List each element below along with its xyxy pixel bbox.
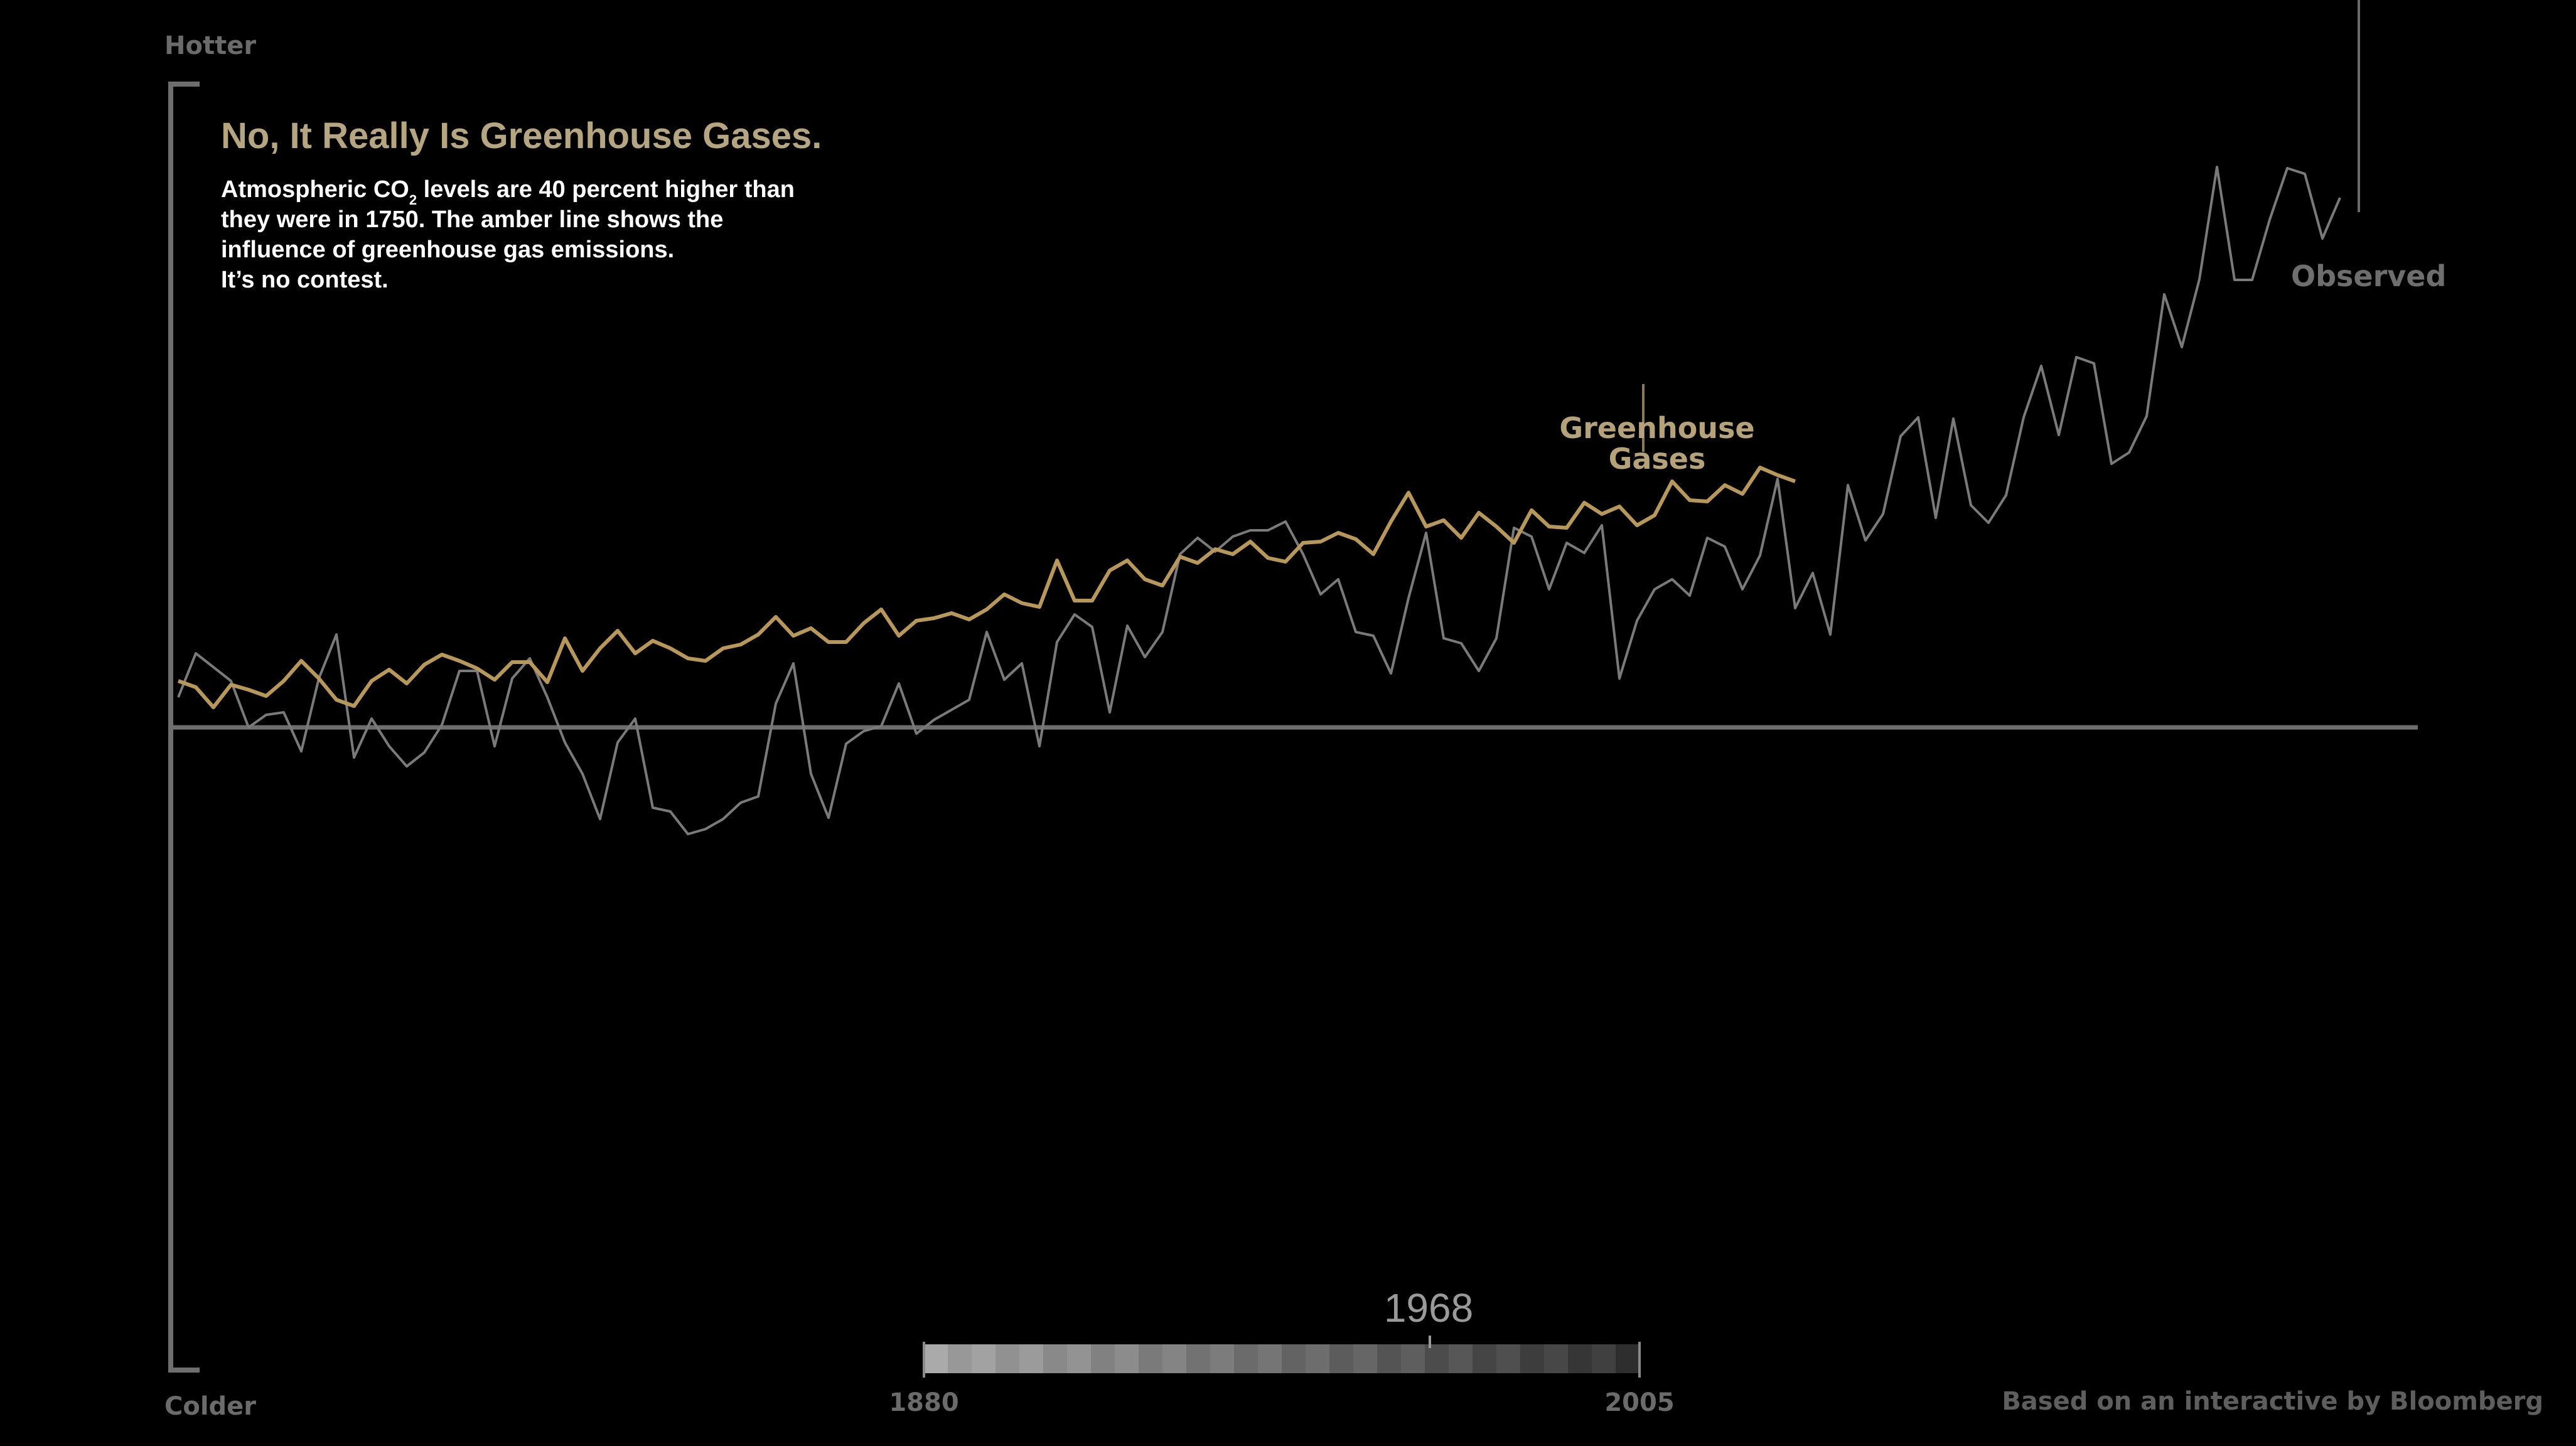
scrubber-cell[interactable] [1401, 1344, 1425, 1373]
description-line-4: It’s no contest. [221, 267, 389, 293]
axis-top-label: Hotter [164, 31, 256, 60]
scrubber-cell[interactable] [924, 1344, 948, 1373]
description-line-1-a: Atmospheric CO [221, 176, 409, 203]
scrubber-cell[interactable] [1568, 1344, 1592, 1373]
scrubber-cell[interactable] [972, 1344, 996, 1373]
scrubber-cell[interactable] [1306, 1344, 1330, 1373]
scrubber-cell[interactable] [1043, 1344, 1068, 1373]
scrubber-cell[interactable] [1162, 1344, 1187, 1373]
scrubber-cell[interactable] [1282, 1344, 1306, 1373]
scrubber-cell[interactable] [1234, 1344, 1258, 1373]
scrubber-cell[interactable] [1425, 1344, 1449, 1373]
credit-text: Based on an interactive by Bloomberg [2002, 1387, 2543, 1416]
scrubber-cell[interactable] [996, 1344, 1020, 1373]
scrubber-cell[interactable] [1592, 1344, 1616, 1373]
scrubber-cell[interactable] [1616, 1344, 1640, 1373]
scrubber-cell[interactable] [1139, 1344, 1163, 1373]
scrubber-cell[interactable] [1067, 1344, 1092, 1373]
scrubber-cell[interactable] [1520, 1344, 1545, 1373]
scrubber-start-label: 1880 [889, 1388, 958, 1417]
chart-title: No, It Really Is Greenhouse Gases. [221, 115, 822, 156]
co2-subscript: 2 [409, 192, 417, 208]
greenhouse-label-line-1: Greenhouse [1559, 411, 1754, 445]
time-scrubber[interactable]: 1968 1880 2005 [889, 1285, 1674, 1417]
scrubber-cell[interactable] [1115, 1344, 1139, 1373]
scrubber-cell[interactable] [1544, 1344, 1569, 1373]
scrubber-cell[interactable] [1091, 1344, 1115, 1373]
series-line-greenhouse-gases [177, 466, 1796, 709]
series-line-observed [177, 166, 2341, 835]
greenhouse-label-line-2: Gases [1609, 442, 1706, 476]
current-year-readout: 1968 [1384, 1285, 1473, 1331]
scrubber-cell[interactable] [1449, 1344, 1473, 1373]
scrubber-end-label: 2005 [1604, 1388, 1674, 1417]
scrubber-cell[interactable] [1210, 1344, 1235, 1373]
series-layer [177, 166, 2341, 835]
scrubber-cell[interactable] [1258, 1344, 1282, 1373]
description-line-2: they were in 1750. The amber line shows … [221, 206, 723, 233]
observed-label: Observed [2291, 259, 2446, 293]
scrubber-cell[interactable] [1186, 1344, 1211, 1373]
scrubber-track[interactable] [924, 1344, 1640, 1373]
description-line-3: influence of greenhouse gas emissions. [221, 237, 674, 263]
scrubber-cell[interactable] [1496, 1344, 1521, 1373]
scrubber-cell[interactable] [1329, 1344, 1354, 1373]
scrubber-cell[interactable] [948, 1344, 972, 1373]
description-line-1: Atmospheric CO2 levels are 40 percent hi… [221, 176, 795, 208]
scrubber-cell[interactable] [1353, 1344, 1378, 1373]
description-line-1-b: levels are 40 percent higher than [417, 176, 795, 203]
scrubber-cell[interactable] [1019, 1344, 1044, 1373]
scrubber-cell[interactable] [1473, 1344, 1497, 1373]
scrubber-cell[interactable] [1377, 1344, 1402, 1373]
axis-bottom-label: Colder [164, 1392, 256, 1421]
